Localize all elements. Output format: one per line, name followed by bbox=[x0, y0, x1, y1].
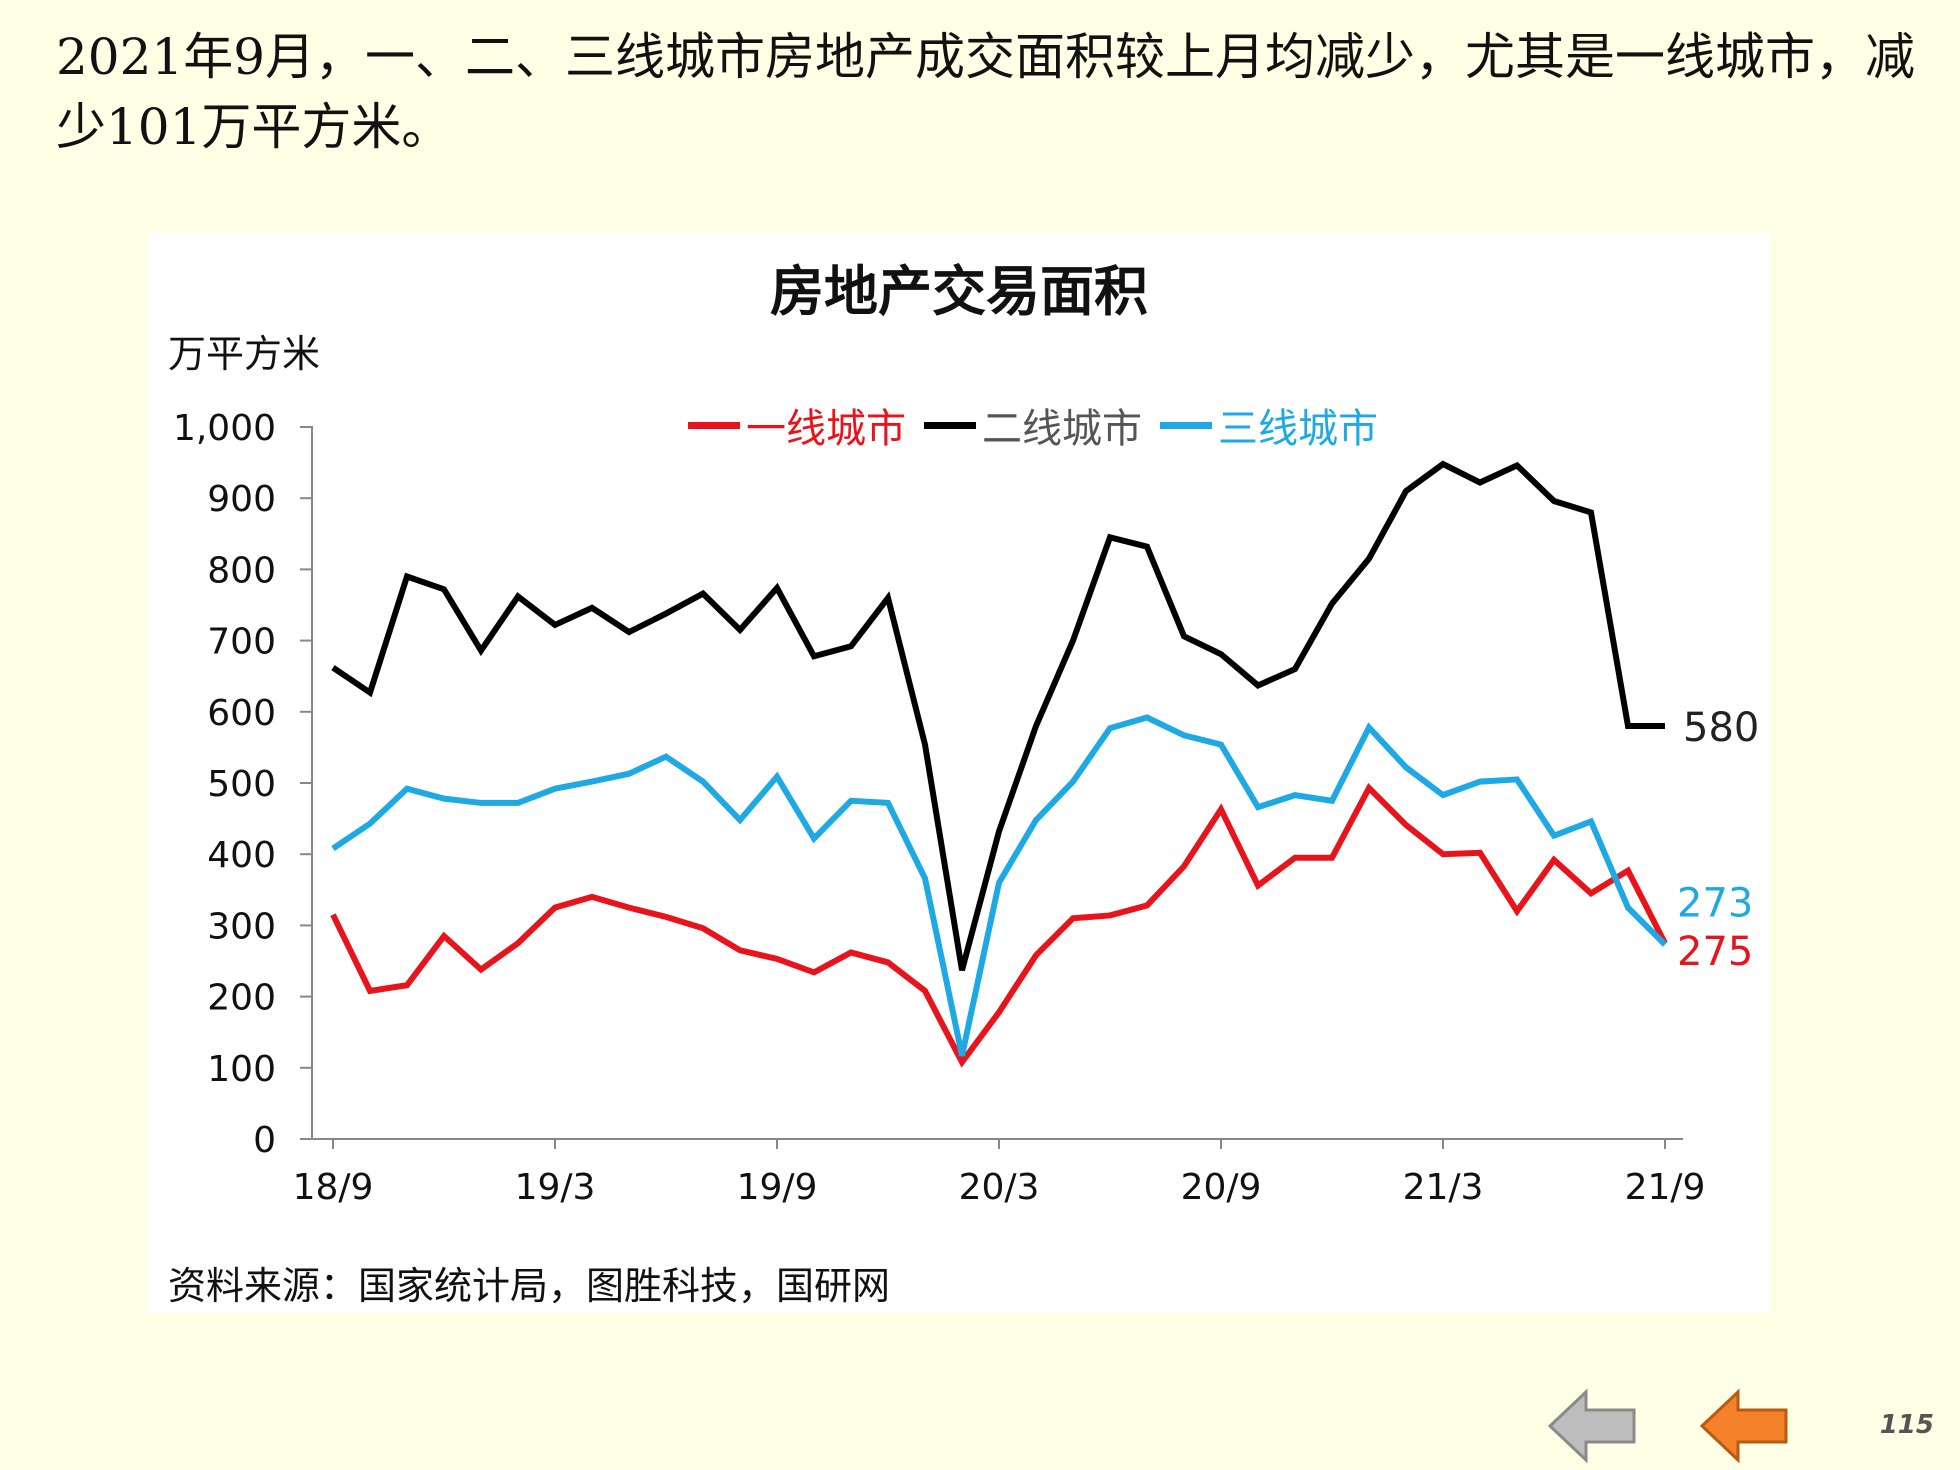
y-tick-label: 1,000 bbox=[173, 408, 276, 449]
x-tick-label: 18/9 bbox=[293, 1167, 374, 1208]
legend-label-tier2: 二线城市 bbox=[982, 406, 1142, 452]
x-tick-label: 19/9 bbox=[737, 1167, 818, 1208]
y-tick-label: 800 bbox=[207, 550, 276, 591]
previous-arrow-icon[interactable] bbox=[1700, 1388, 1790, 1464]
chart-panel: 房地产交易面积 万平方米 一线城市 二线城市 三线城市 0 100 200 300 40… bbox=[148, 233, 1770, 1313]
y-tick-label: 100 bbox=[207, 1049, 276, 1090]
x-tick-label: 21/9 bbox=[1625, 1167, 1706, 1208]
legend-swatch-tier1 bbox=[688, 421, 740, 429]
legend-label-tier3: 三线城市 bbox=[1218, 406, 1378, 452]
series-line-tier2 bbox=[331, 460, 1665, 972]
legend-swatch-tier3 bbox=[1160, 421, 1212, 429]
y-tick-label: 900 bbox=[207, 479, 276, 520]
source-note: 资料来源：国家统计局，图胜科技，国研网 bbox=[168, 1264, 891, 1308]
chart-title: 房地产交易面积 bbox=[770, 260, 1148, 323]
y-tick-label: 700 bbox=[207, 622, 276, 663]
x-tick-label: 21/3 bbox=[1403, 1167, 1484, 1208]
y-tick-label: 500 bbox=[207, 764, 276, 805]
legend-item-tier1: 一线城市 bbox=[688, 396, 906, 454]
back-arrow-icon[interactable] bbox=[1548, 1388, 1638, 1464]
series-end-label: 273 bbox=[1677, 881, 1753, 927]
legend-item-tier3: 三线城市 bbox=[1160, 396, 1378, 454]
y-tick-label: 200 bbox=[207, 978, 276, 1019]
series-line-tier1 bbox=[330, 782, 1668, 1068]
x-tick-label: 19/3 bbox=[515, 1167, 596, 1208]
legend-label-tier1: 一线城市 bbox=[746, 406, 906, 452]
page-number: 115 bbox=[1879, 1410, 1934, 1440]
y-tick-label: 300 bbox=[207, 906, 276, 947]
y-tick-label: 0 bbox=[253, 1120, 276, 1161]
y-axis-unit-label: 万平方米 bbox=[168, 332, 321, 376]
chart-legend: 一线城市 二线城市 三线城市 bbox=[688, 395, 1396, 455]
series-end-label: 275 bbox=[1677, 929, 1753, 975]
slide-headline: 2021年9月，一、二、三线城市房地产成交面积较上月均减少，尤其是一线城市，减少… bbox=[56, 28, 1916, 156]
legend-item-tier2: 二线城市 bbox=[924, 396, 1142, 454]
x-tick-label: 20/3 bbox=[959, 1167, 1040, 1208]
x-tick-label: 20/9 bbox=[1181, 1167, 1262, 1208]
series-line-tier3 bbox=[331, 714, 1668, 1057]
line-chart: 0 100 200 300 400 500 600 700 800 900 1,000 18/9 19/… bbox=[173, 408, 1759, 1208]
y-tick-label: 400 bbox=[207, 835, 276, 876]
series-end-label: 580 bbox=[1683, 705, 1759, 751]
y-tick-label: 600 bbox=[207, 693, 276, 734]
legend-swatch-tier2 bbox=[924, 421, 976, 429]
